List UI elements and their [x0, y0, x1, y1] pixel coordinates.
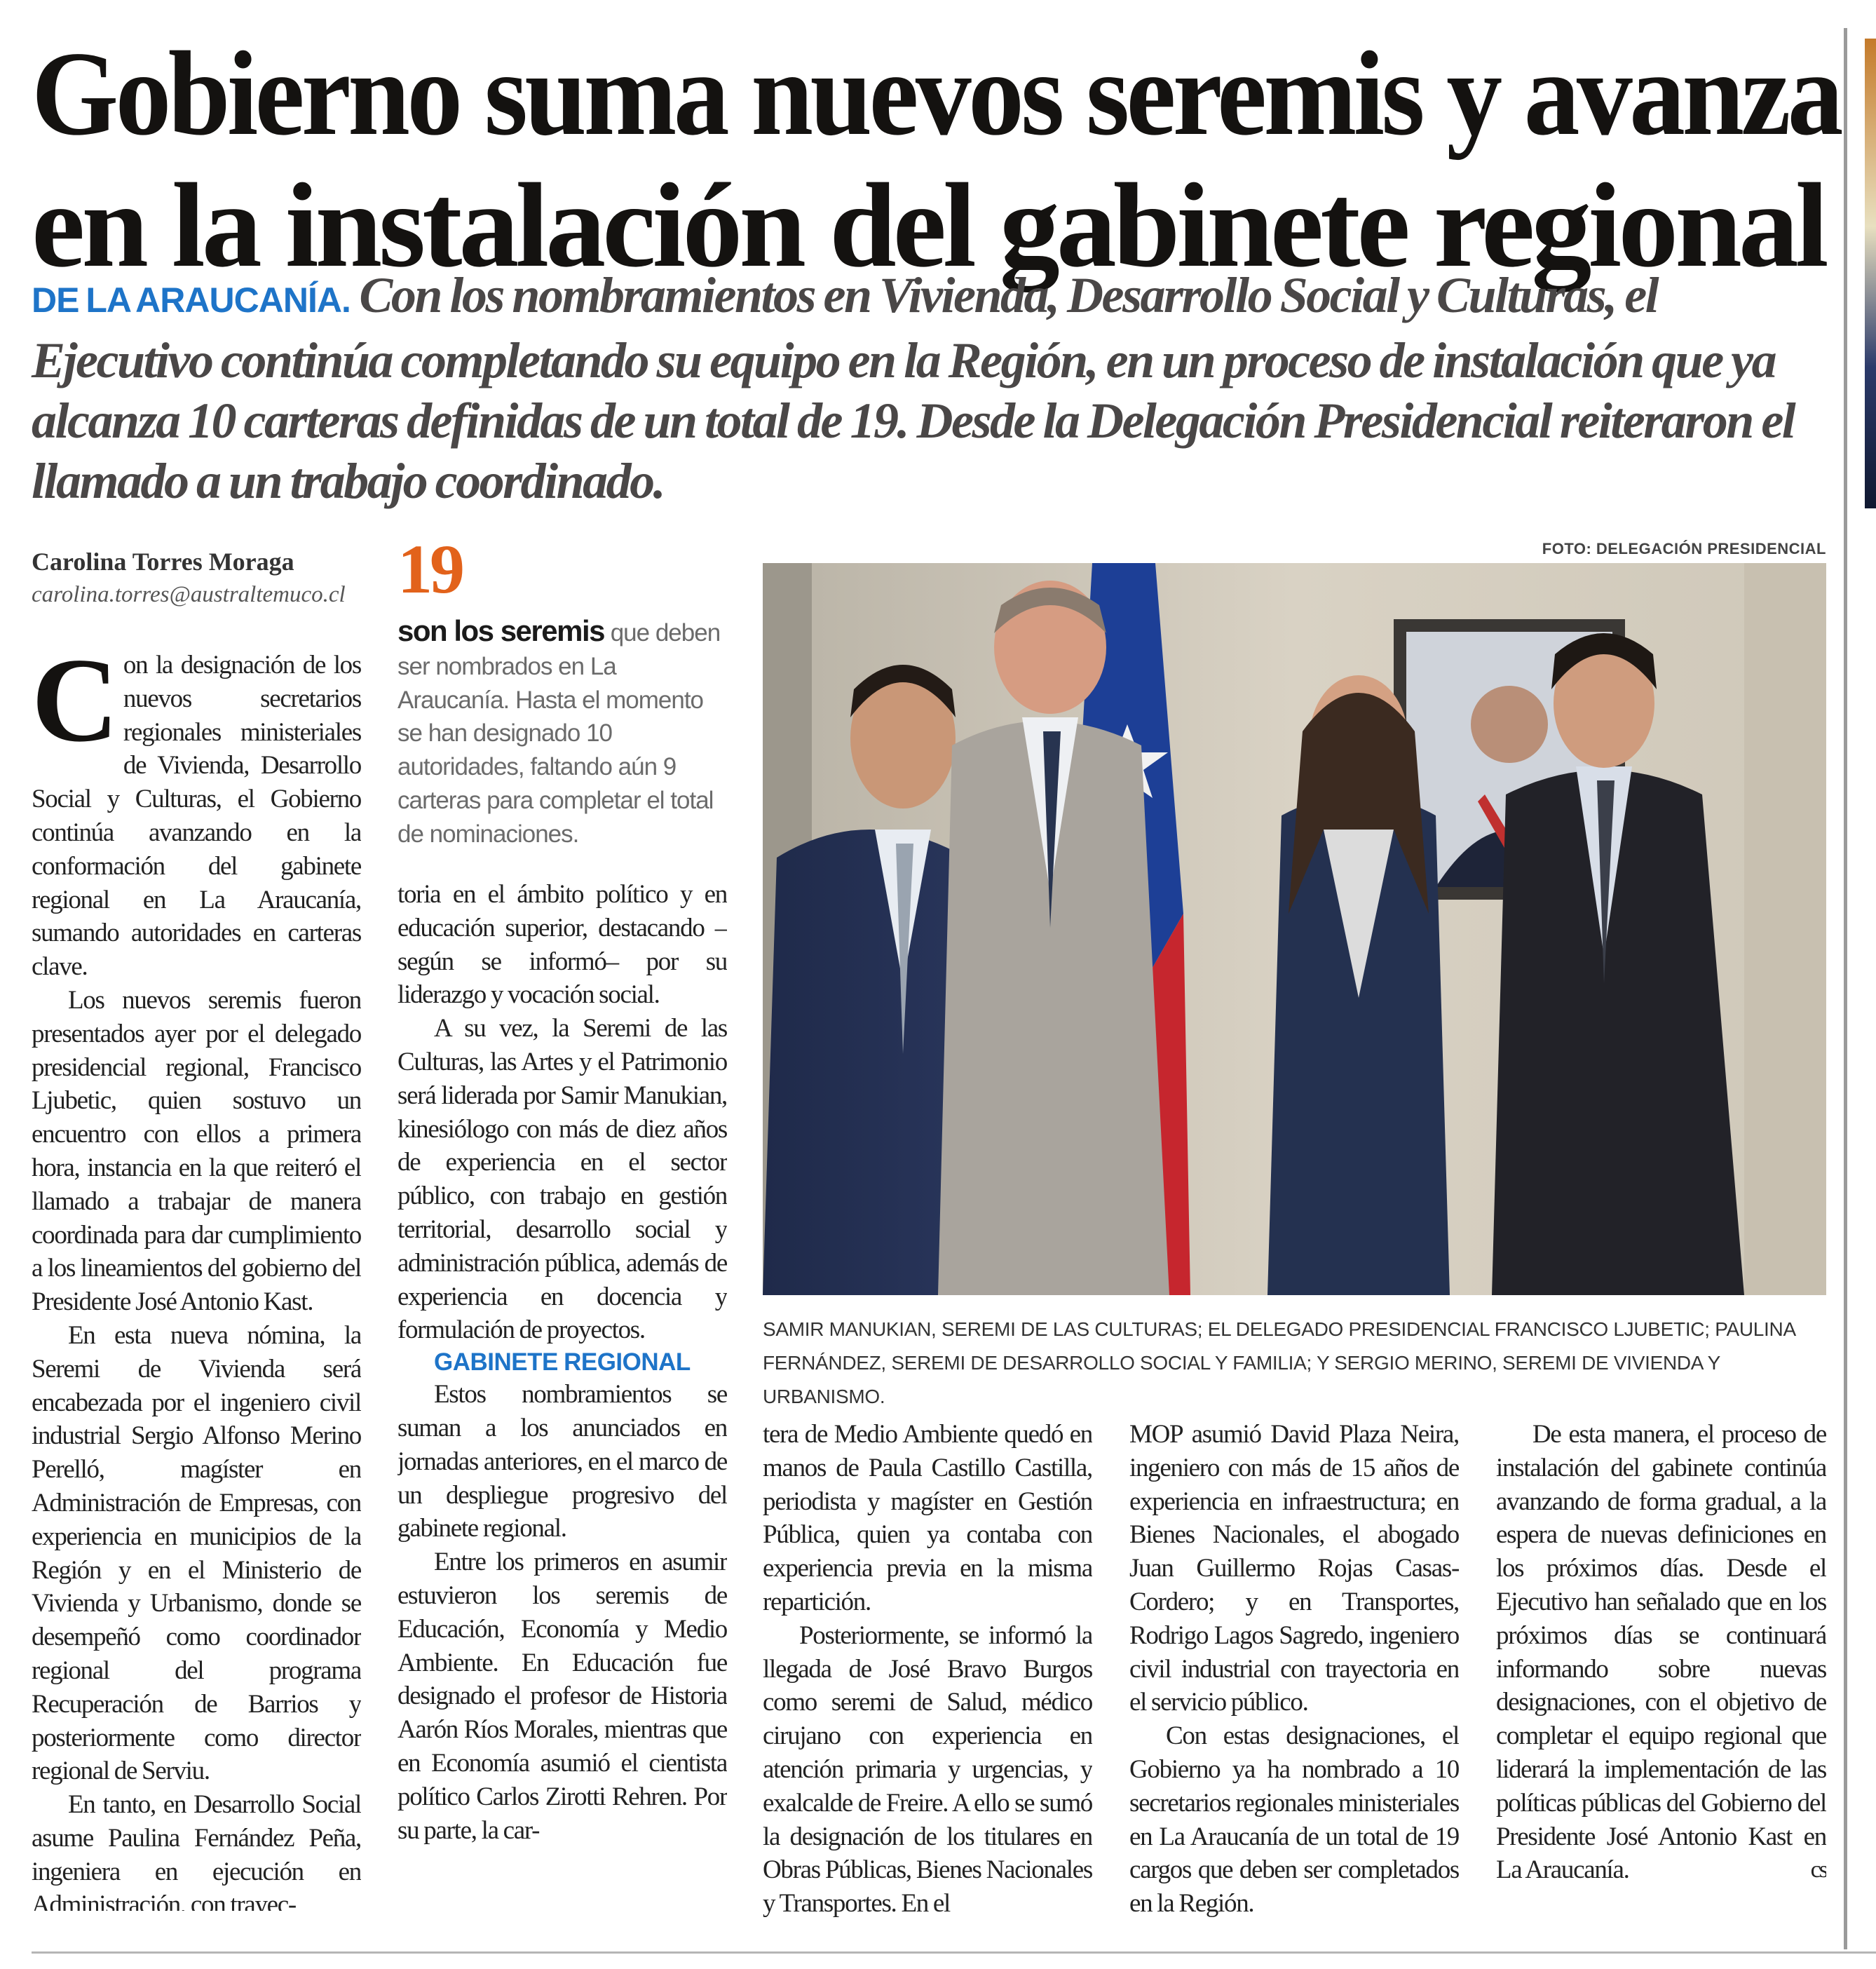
body-column-5: De esta manera, el proceso de instalació…	[1496, 1418, 1826, 1923]
group-photo	[763, 563, 1826, 1295]
body-paragraph: Los nuevos seremis fueron presentados ay…	[32, 985, 361, 1317]
factbox-text: que deben ser nombrados en La Araucanía.…	[397, 619, 721, 848]
body-column-2: toria en el ámbito político y en educaci…	[397, 878, 727, 1909]
adjacent-page-image	[1865, 39, 1876, 508]
deck-kicker: DE LA ARAUCANÍA.	[32, 280, 351, 320]
body-column-4: MOP asumió David Plaza Neira, ingeniero …	[1129, 1418, 1459, 1923]
factbox-number: 19	[397, 530, 465, 608]
byline-email[interactable]: carolina.torres@australtemuco.cl	[32, 582, 346, 607]
drop-cap: C	[32, 649, 118, 767]
headline-line-1: Gobierno suma nuevos seremis y avanza	[32, 27, 1844, 161]
body-column-3: tera de Medio Ambiente quedó en manos de…	[763, 1418, 1092, 1923]
body-paragraph: toria en el ámbito político y en educaci…	[397, 880, 727, 1010]
photo-credit: FOTO: DELEGACIÓN PRESIDENCIAL	[1542, 540, 1826, 557]
byline-author: Carolina Torres Moraga	[32, 548, 294, 576]
deck-text: Con los nombramientos en Vivienda, Desar…	[32, 267, 1796, 509]
body-paragraph: En esta nueva nómina, la Seremi de Vivie…	[32, 1320, 361, 1786]
photo-caption: Samir Manukian, seremi de las Culturas; …	[763, 1318, 1795, 1407]
body-paragraph: A su vez, la Seremi de las Culturas, las…	[397, 1014, 727, 1345]
wall-edge	[1744, 563, 1826, 1295]
person-francisco-ljubetic	[938, 581, 1169, 1295]
body-paragraph: Estos nombramientos se suman a los anunc…	[397, 1380, 727, 1543]
factbox: son los seremis que deben ser nombrados …	[397, 614, 727, 851]
body-paragraph: Con estas designaciones, el Gobierno ya …	[1129, 1721, 1459, 1919]
body-paragraph: Entre los primeros en asumir estuvieron …	[397, 1548, 727, 1845]
body-paragraph: De esta manera, el proceso de instalació…	[1496, 1418, 1826, 1887]
body-paragraph: MOP asumió David Plaza Neira, ingeniero …	[1129, 1420, 1459, 1717]
headline: Gobierno suma nuevos seremis y avanza en…	[32, 27, 1844, 292]
end-mark-logo: cs	[1810, 1857, 1826, 1883]
subhead: GABINETE REGIONAL	[434, 1348, 691, 1376]
body-paragraph: tera de Medio Ambiente quedó en manos de…	[763, 1420, 1092, 1616]
column-divider	[1844, 28, 1847, 1949]
factbox-lead: son los seremis	[397, 614, 605, 647]
person-sergio-merino	[1492, 633, 1744, 1295]
body-paragraph: En tanto, en Desarrollo Social asume Pau…	[32, 1790, 361, 1911]
body-paragraph: Posteriormente, se informó la llegada de…	[763, 1620, 1092, 1919]
headline-line-2: en la instalación del gabinete regional	[32, 159, 1829, 292]
deck: DE LA ARAUCANÍA. Con los nombramientos e…	[32, 265, 1840, 511]
bottom-rule	[32, 1951, 1876, 1954]
person-paulina-fernandez	[1267, 675, 1450, 1295]
